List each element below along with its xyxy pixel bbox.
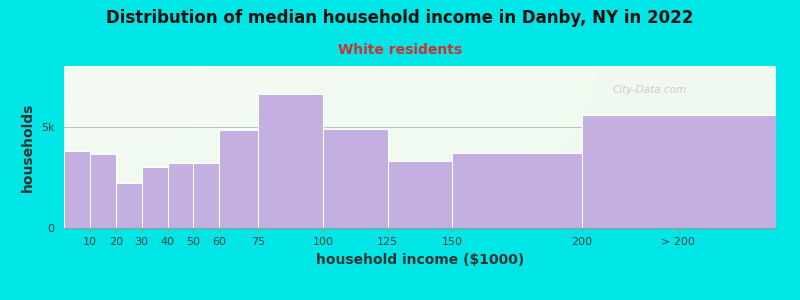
Bar <box>219 130 258 228</box>
X-axis label: household income ($1000): household income ($1000) <box>316 253 524 267</box>
Bar <box>582 115 776 228</box>
Bar <box>116 183 142 228</box>
Text: City-Data.com: City-Data.com <box>612 85 686 95</box>
Bar <box>167 163 194 228</box>
Bar <box>452 153 582 228</box>
Text: White residents: White residents <box>338 44 462 58</box>
Text: Distribution of median household income in Danby, NY in 2022: Distribution of median household income … <box>106 9 694 27</box>
Y-axis label: households: households <box>22 102 35 192</box>
Bar <box>258 94 323 228</box>
Bar <box>323 129 388 228</box>
Bar <box>194 163 219 228</box>
Bar <box>388 161 452 228</box>
Bar <box>142 167 167 228</box>
Bar <box>64 151 90 228</box>
Bar <box>90 154 116 228</box>
